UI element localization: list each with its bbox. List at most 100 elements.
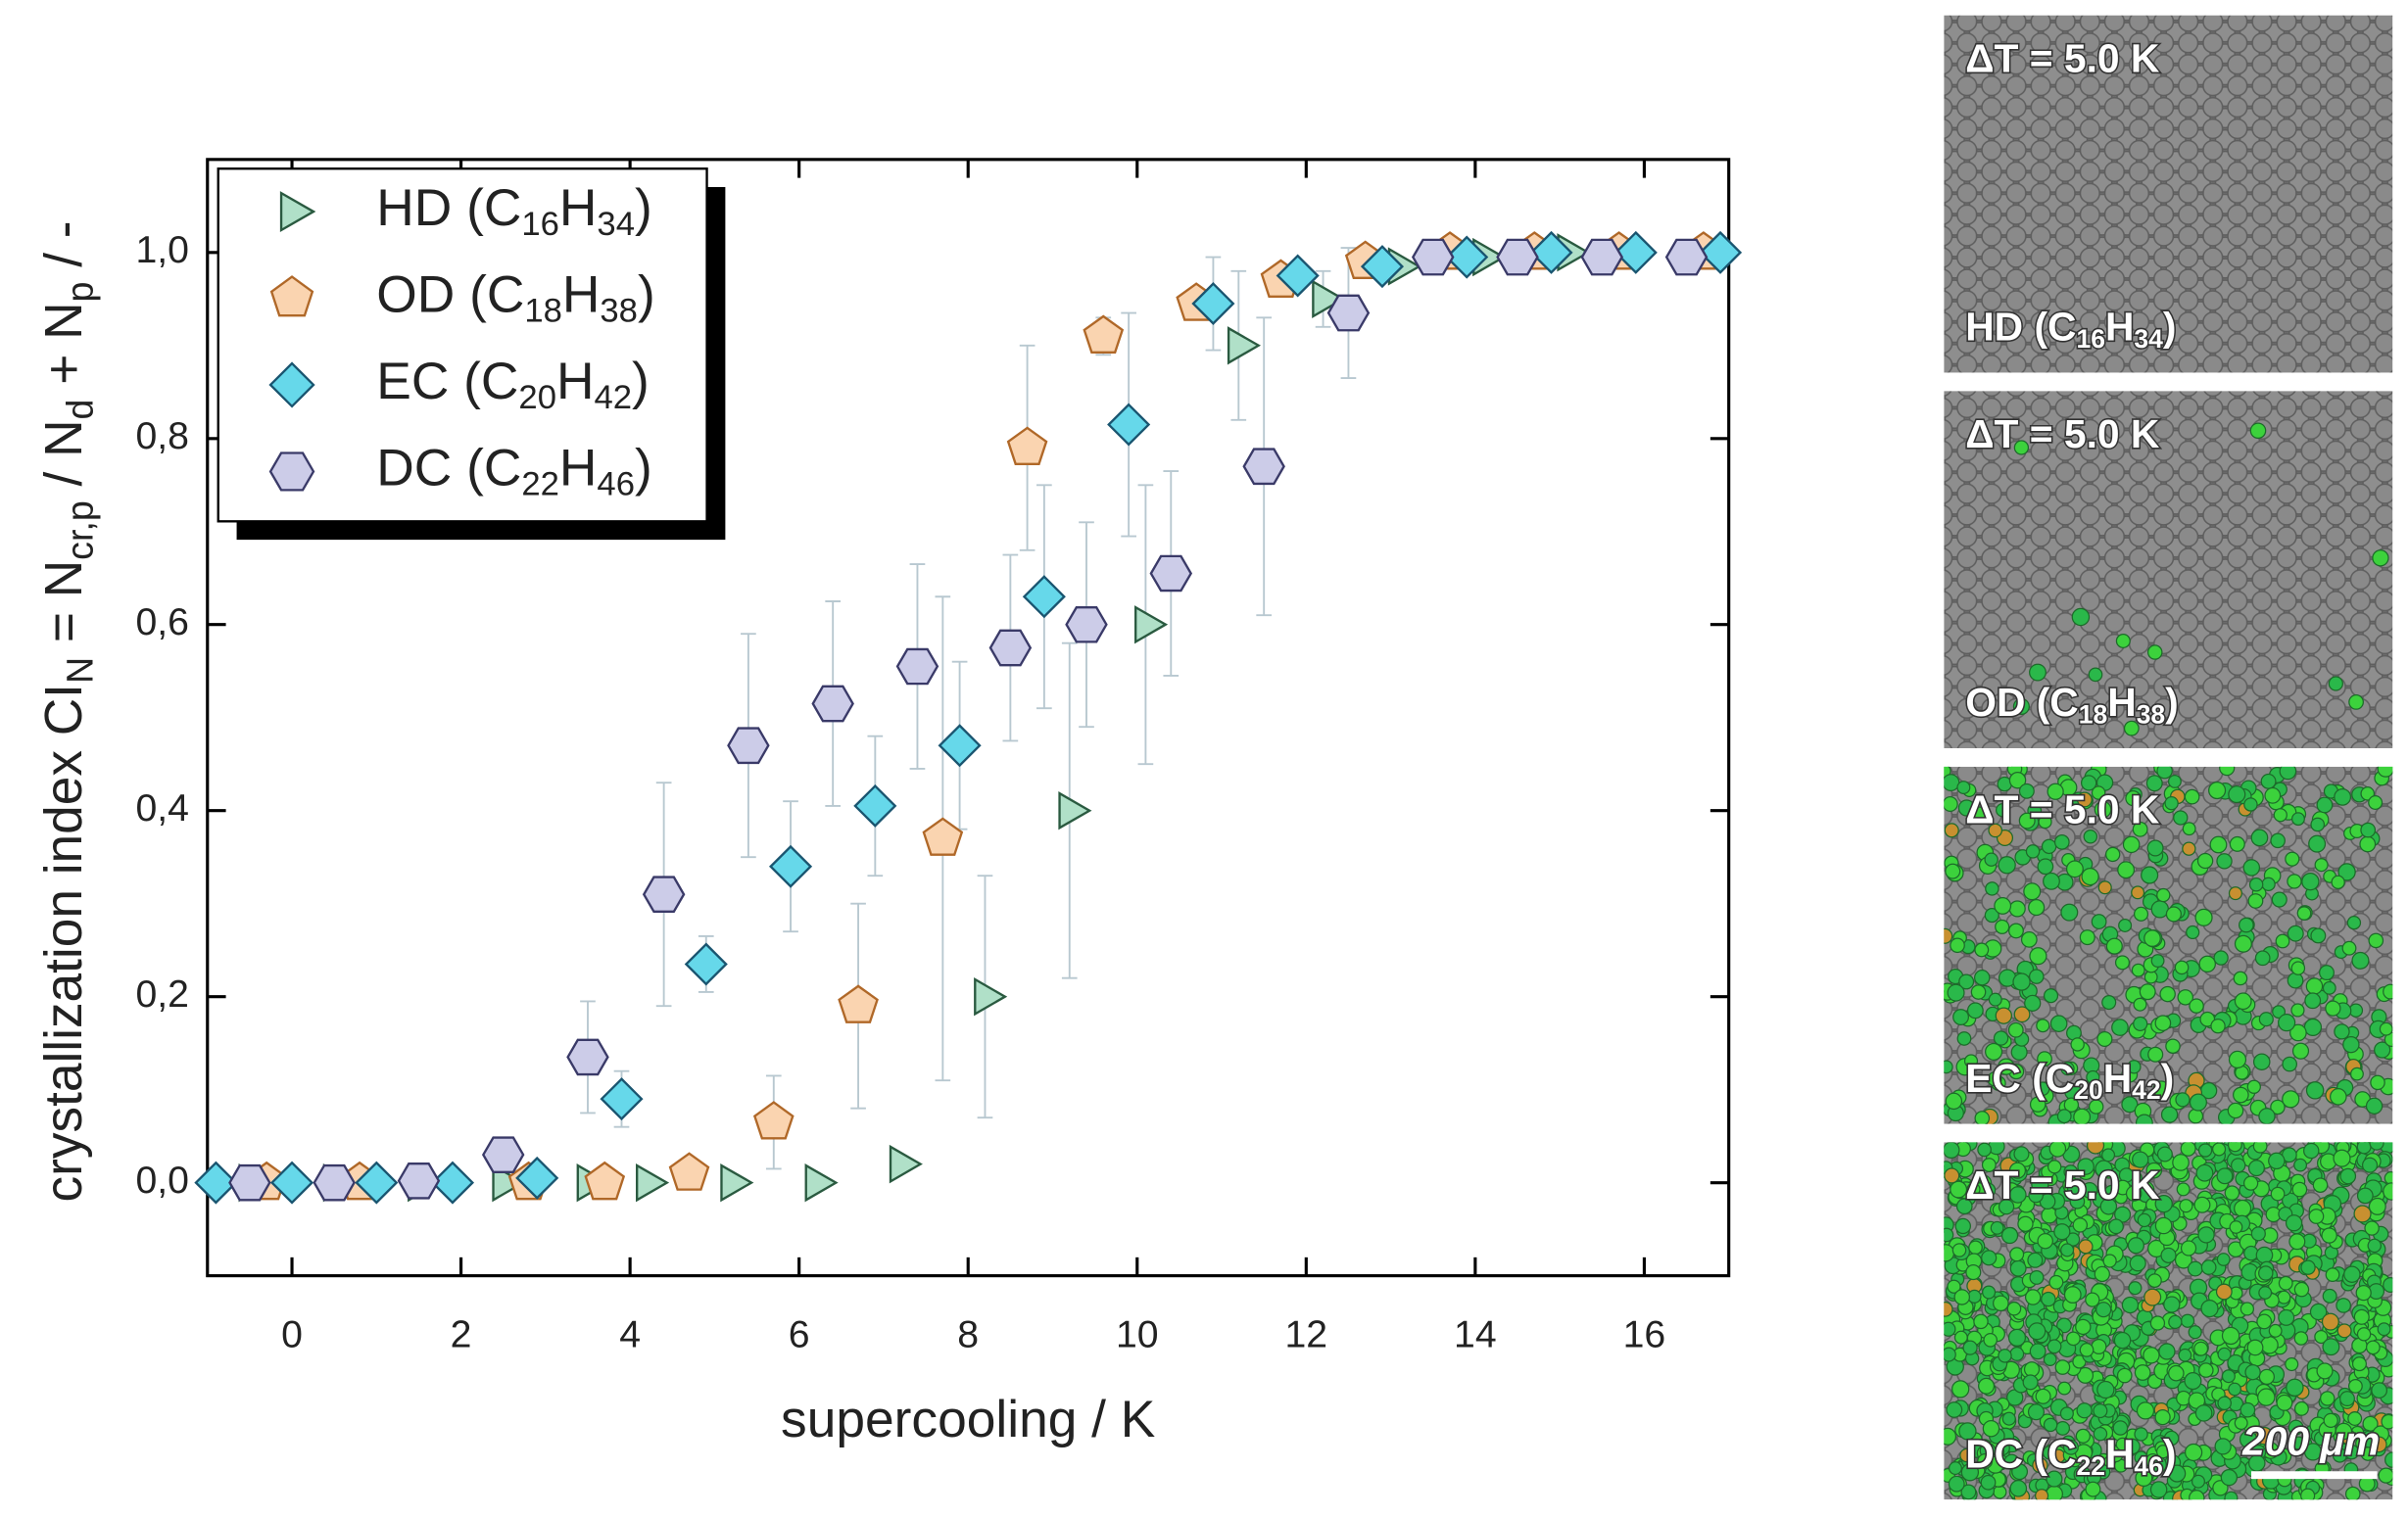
crystal-droplet — [2285, 1214, 2303, 1232]
crystal-droplet — [2305, 977, 2324, 995]
crystal-droplet — [2383, 1276, 2393, 1293]
crystal-droplet — [2291, 1042, 2310, 1060]
crystal-droplet — [2305, 1081, 2325, 1100]
crystal-droplet — [2009, 1480, 2028, 1497]
crystal-droplet — [1984, 852, 1999, 867]
crystal-droplet — [1984, 908, 1999, 924]
crystal-droplet — [2043, 988, 2059, 1004]
crystal-droplet — [2321, 1227, 2337, 1244]
crystal-droplet — [2008, 1186, 2027, 1204]
crystal-droplet — [2258, 1108, 2276, 1124]
data-point — [492, 1163, 526, 1203]
crystal-droplet — [2128, 1281, 2143, 1296]
crystal-droplet — [2221, 1369, 2236, 1384]
x-tick-label: 6 — [789, 1314, 810, 1356]
crystal-droplet — [2268, 1323, 2283, 1338]
data-point — [889, 1144, 923, 1184]
crystal-droplet — [1955, 1198, 1973, 1215]
y-axis-label-part: N — [60, 657, 101, 684]
data-point — [1107, 403, 1151, 447]
crystal-droplet — [1944, 1142, 1960, 1160]
crystal-droplet — [2256, 1313, 2273, 1330]
crystal-droplet — [1965, 1264, 1982, 1281]
crystal-droplet — [2301, 872, 2320, 891]
crystal-droplet — [2303, 1018, 2323, 1037]
crystal-droplet — [2325, 1000, 2341, 1017]
crystal-droplet — [2168, 1364, 2185, 1382]
crystal-droplet — [2337, 863, 2356, 881]
crystal-droplet — [1959, 1447, 1974, 1463]
crystal-droplet — [2091, 1338, 2107, 1354]
data-point — [1445, 235, 1489, 279]
data-point — [430, 1161, 475, 1205]
crystal-droplet — [2011, 1463, 2029, 1481]
x-tick-label: 2 — [451, 1314, 472, 1356]
crystal-droplet — [2154, 1015, 2172, 1031]
crystal-droplet — [2194, 1404, 2213, 1422]
crystal-droplet — [2175, 1092, 2191, 1108]
crystal-droplet — [2379, 1021, 2393, 1036]
crystal-droplet — [2288, 1233, 2306, 1251]
crystal-droplet — [2351, 1356, 2367, 1372]
crystal-droplet — [2360, 822, 2377, 838]
crystal-droplet — [2086, 1069, 2100, 1085]
crystal-droplet — [2271, 891, 2288, 908]
crystal-droplet — [2104, 846, 2121, 863]
crystal-droplet — [2239, 1302, 2255, 1316]
crystal-droplet — [1988, 823, 2003, 838]
crystal-droplet — [2160, 1106, 2179, 1123]
data-point — [515, 1156, 559, 1200]
crystal-droplet — [2361, 1157, 2379, 1173]
crystal-droplet — [1953, 1330, 1968, 1345]
crystal-droplet — [2163, 1296, 2181, 1313]
crystal-droplet — [2156, 766, 2173, 780]
crystal-droplet — [2360, 1430, 2379, 1448]
crystal-droplet — [2134, 1427, 2148, 1442]
crystal-droplet — [2336, 1298, 2351, 1313]
crystal-droplet — [2230, 1158, 2246, 1173]
crystal-droplet — [2060, 1243, 2075, 1257]
crystal-droplet — [2250, 829, 2269, 847]
crystal-droplet — [2018, 783, 2035, 799]
crystal-droplet — [2173, 810, 2189, 826]
crystal-droplet — [2344, 1486, 2361, 1500]
crystal-droplet — [2049, 1015, 2068, 1032]
crystal-droplet — [2234, 1199, 2252, 1218]
data-point — [1326, 294, 1371, 332]
crystal-droplet — [2229, 835, 2245, 852]
crystal-droplet — [2177, 989, 2194, 1006]
crystal-droplet — [2150, 954, 2165, 968]
crystal-droplet — [2041, 1291, 2056, 1307]
data-point — [1242, 448, 1285, 486]
data-point — [752, 1101, 795, 1140]
crystal-droplet — [2008, 1162, 2027, 1179]
crystal-droplet — [2167, 774, 2182, 788]
crystal-droplet — [2310, 927, 2327, 944]
crystal-droplet — [2036, 1019, 2050, 1033]
crystal-droplet — [2339, 1391, 2355, 1407]
crystal-droplet — [2137, 1212, 2152, 1228]
crystal-droplet — [2168, 1314, 2183, 1330]
legend-marker — [268, 451, 315, 492]
crystal-droplet — [2219, 766, 2236, 777]
crystal-droplet — [2060, 903, 2079, 922]
crystal-droplet — [2193, 1341, 2209, 1356]
scale-bar-label: 200 μm — [2241, 1419, 2380, 1464]
crystal-droplet — [2088, 667, 2103, 683]
crystal-droplet — [2322, 1338, 2340, 1356]
crystal-droplet — [1951, 1243, 1967, 1257]
crystal-droplet — [2029, 663, 2047, 682]
crystal-droplet — [2008, 900, 2026, 918]
crystal-droplet — [2046, 1470, 2063, 1488]
crystal-droplet — [2086, 1142, 2105, 1155]
y-axis-label-part: p — [60, 282, 101, 303]
x-tick-label: 14 — [1454, 1314, 1497, 1356]
data-point — [720, 1163, 754, 1203]
crystal-droplet — [2272, 1005, 2287, 1020]
crystal-droplet — [1998, 1349, 2012, 1363]
crystal-droplet — [2095, 1302, 2112, 1318]
crystal-droplet — [1944, 1347, 1956, 1362]
y-axis-label-part: = N — [35, 560, 93, 657]
crystal-droplet — [1974, 942, 1990, 958]
crystal-droplet — [1994, 896, 2012, 915]
